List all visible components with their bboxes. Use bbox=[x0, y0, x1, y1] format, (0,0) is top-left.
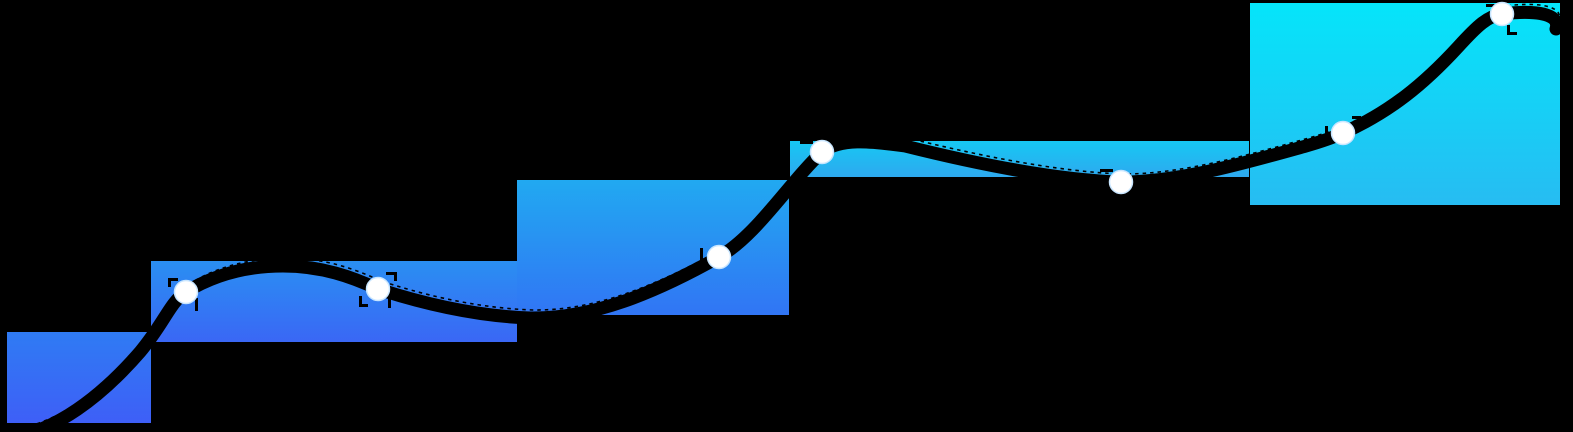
marker-tick-fragment bbox=[1100, 169, 1113, 172]
data-point-marker-1 bbox=[173, 279, 199, 305]
data-point-marker-5 bbox=[1108, 169, 1134, 195]
marker-tick-fragment bbox=[1134, 179, 1137, 188]
marker-tick-fragment bbox=[388, 297, 391, 308]
marker-tick-fragment bbox=[1352, 116, 1361, 119]
marker-tick-fragment bbox=[1507, 32, 1517, 35]
marker-tick-fragment bbox=[1486, 4, 1497, 7]
data-point-marker-3 bbox=[706, 244, 732, 270]
data-point-marker-7 bbox=[1489, 1, 1515, 27]
marker-tick-fragment bbox=[359, 296, 362, 307]
data-point-marker-4 bbox=[809, 139, 835, 165]
marker-tick-fragment bbox=[1507, 25, 1510, 35]
marker-tick-fragment bbox=[359, 304, 368, 307]
marker-tick-fragment bbox=[168, 278, 171, 287]
marker-tick-fragment bbox=[394, 272, 397, 281]
marker-tick-fragment bbox=[700, 248, 703, 263]
marker-tick-fragment bbox=[195, 298, 198, 311]
marker-tick-fragment bbox=[386, 272, 397, 275]
data-point-marker-6 bbox=[1330, 120, 1356, 146]
marker-tick-fragment bbox=[1325, 126, 1328, 137]
marker-tick-fragment bbox=[168, 278, 178, 281]
marker-tick-fragment bbox=[800, 141, 813, 144]
data-point-marker-2 bbox=[365, 276, 391, 302]
